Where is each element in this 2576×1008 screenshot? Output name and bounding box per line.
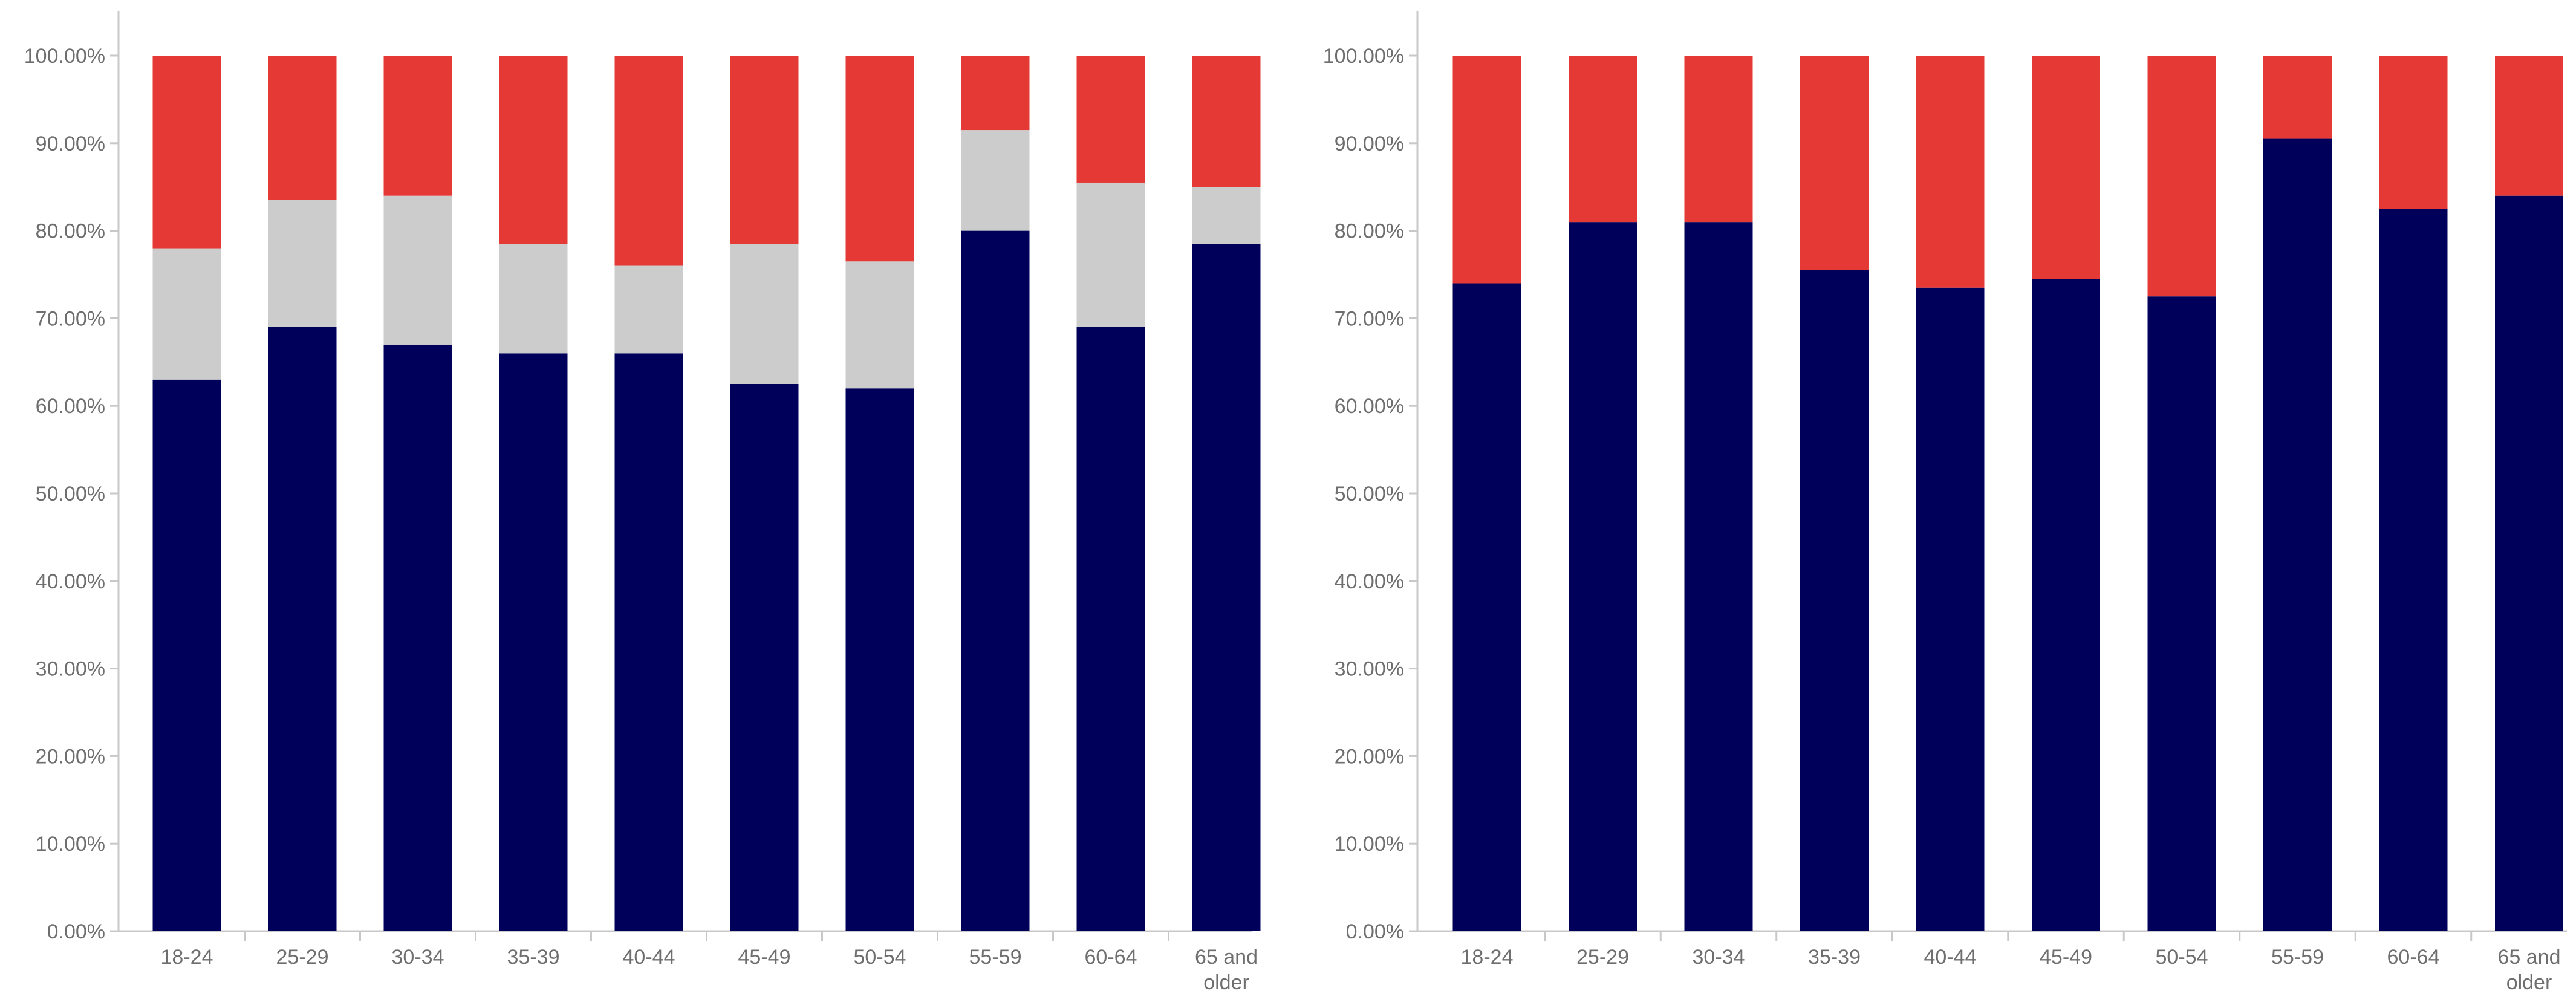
x-tick-label: 35-39 — [1808, 946, 1861, 969]
bar-segment-gray-60-64 — [1076, 182, 1145, 327]
bar-segment-red-18-24 — [1452, 56, 1521, 284]
y-tick-label: 30.00% — [1335, 658, 1404, 681]
x-tick-label: 30-34 — [1693, 946, 1745, 969]
y-tick-label: 100.00% — [1323, 45, 1404, 68]
y-tick-label: 60.00% — [1335, 395, 1404, 418]
x-tick-label: 50-54 — [854, 946, 906, 969]
bar-segment-red-55-59 — [2263, 56, 2332, 139]
y-tick-label: 50.00% — [36, 483, 105, 506]
bar-segment-red-18-24 — [152, 56, 221, 249]
y-tick-label: 40.00% — [36, 570, 105, 593]
y-tick-label: 100.00% — [24, 45, 105, 68]
bar-segment-gray-18-24 — [152, 248, 221, 380]
x-tick-label: 40-44 — [623, 946, 675, 969]
bar-segment-navy-40-44 — [614, 353, 683, 931]
y-tick-label: 90.00% — [36, 132, 105, 155]
bar-segment-navy-50-54 — [2147, 296, 2216, 932]
bar-segment-red-30-34 — [383, 56, 452, 196]
bar-segment-navy-65-and-older — [1192, 244, 1261, 931]
bar-segment-red-45-49 — [2032, 56, 2100, 279]
bar-segment-navy-35-39 — [499, 353, 568, 931]
y-tick-label: 20.00% — [1335, 745, 1404, 768]
bar-segment-gray-45-49 — [730, 244, 799, 384]
bar-segment-red-60-64 — [2379, 56, 2448, 209]
bar-segment-gray-40-44 — [614, 265, 683, 354]
bar-segment-navy-45-49 — [730, 384, 799, 931]
bar-segment-red-25-29 — [1569, 56, 1637, 223]
bar-segment-navy-40-44 — [1916, 287, 1985, 932]
y-tick-label: 90.00% — [1335, 132, 1404, 155]
y-tick-label: 70.00% — [1335, 307, 1404, 330]
x-tick-label: 55-59 — [2271, 946, 2324, 969]
bar-segment-navy-55-59 — [961, 230, 1030, 932]
x-tick-label: 35-39 — [507, 946, 560, 969]
y-tick-label: 0.00% — [1346, 920, 1404, 943]
bar-segment-gray-30-34 — [383, 195, 452, 345]
y-tick-label: 60.00% — [36, 395, 105, 418]
x-tick-label: 55-59 — [969, 946, 1022, 969]
x-tick-label: 18-24 — [1461, 946, 1514, 969]
bar-segment-red-55-59 — [961, 56, 1030, 131]
bar-segment-navy-30-34 — [383, 344, 452, 931]
bar-segment-navy-60-64 — [2379, 209, 2448, 931]
x-tick-label: 25-29 — [276, 946, 329, 969]
y-tick-label: 80.00% — [36, 220, 105, 243]
bar-segment-navy-50-54 — [845, 388, 914, 931]
x-tick-label: 30-34 — [392, 946, 444, 969]
bar-segment-red-35-39 — [1800, 56, 1869, 270]
bar-segment-red-45-49 — [730, 56, 799, 244]
bar-segment-red-40-44 — [1916, 56, 1985, 288]
bar-segment-red-25-29 — [268, 56, 337, 200]
bar-segment-red-60-64 — [1076, 56, 1145, 183]
y-tick-label: 40.00% — [1335, 570, 1404, 593]
bar-segment-red-50-54 — [2147, 56, 2216, 297]
bar-segment-red-30-34 — [1684, 56, 1753, 223]
y-tick-label: 20.00% — [36, 745, 105, 768]
bar-segment-gray-35-39 — [499, 244, 568, 354]
x-tick-label: 45-49 — [2040, 946, 2092, 969]
y-tick-label: 10.00% — [36, 833, 105, 856]
bar-segment-navy-30-34 — [1684, 222, 1753, 931]
bar-segment-navy-25-29 — [268, 327, 337, 931]
bar-segment-navy-60-64 — [1076, 327, 1145, 931]
bar-segment-navy-18-24 — [1452, 283, 1521, 932]
x-tick-label: 65 and older — [1195, 946, 1258, 994]
bar-segment-gray-50-54 — [845, 261, 914, 389]
y-tick-label: 50.00% — [1335, 483, 1404, 506]
bar-segment-navy-25-29 — [1569, 222, 1637, 931]
x-tick-label: 18-24 — [161, 946, 213, 969]
x-tick-label: 45-49 — [738, 946, 791, 969]
bar-segment-navy-55-59 — [2263, 138, 2332, 931]
y-tick-label: 30.00% — [36, 658, 105, 681]
bar-segment-navy-35-39 — [1800, 270, 1869, 931]
y-tick-label: 10.00% — [1335, 833, 1404, 856]
x-tick-label: 65 and older — [2498, 946, 2561, 994]
bar-segment-gray-65-and-older — [1192, 187, 1261, 244]
chart-panel-1: 0.00% 10.00% 20.00% 30.00% 40.00% 50.00% 60.00… — [24, 11, 1261, 994]
y-tick-label: 70.00% — [36, 307, 105, 330]
x-tick-label: 25-29 — [1576, 946, 1629, 969]
chart-panel-2: 0.00% 10.00% 20.00% 30.00% 40.00% 50.00% 60.00… — [1323, 11, 2567, 994]
bar-segment-red-40-44 — [614, 56, 683, 266]
x-tick-label: 40-44 — [1924, 946, 1977, 969]
bar-segment-red-65-and-older — [1192, 56, 1261, 187]
bar-segment-navy-65-and-older — [2495, 195, 2563, 932]
bar-segment-gray-25-29 — [268, 200, 337, 327]
bar-segment-red-35-39 — [499, 56, 568, 244]
bar-segment-red-65-and-older — [2495, 56, 2563, 196]
bar-segment-gray-55-59 — [961, 130, 1030, 231]
x-tick-label: 50-54 — [2156, 946, 2208, 969]
y-tick-label: 0.00% — [47, 920, 105, 943]
x-tick-label: 60-64 — [1085, 946, 1137, 969]
y-tick-label: 80.00% — [1335, 220, 1404, 243]
x-tick-label: 60-64 — [2387, 946, 2440, 969]
bar-segment-navy-45-49 — [2032, 279, 2100, 931]
bar-segment-red-50-54 — [845, 56, 914, 262]
bar-segment-navy-18-24 — [152, 379, 221, 931]
